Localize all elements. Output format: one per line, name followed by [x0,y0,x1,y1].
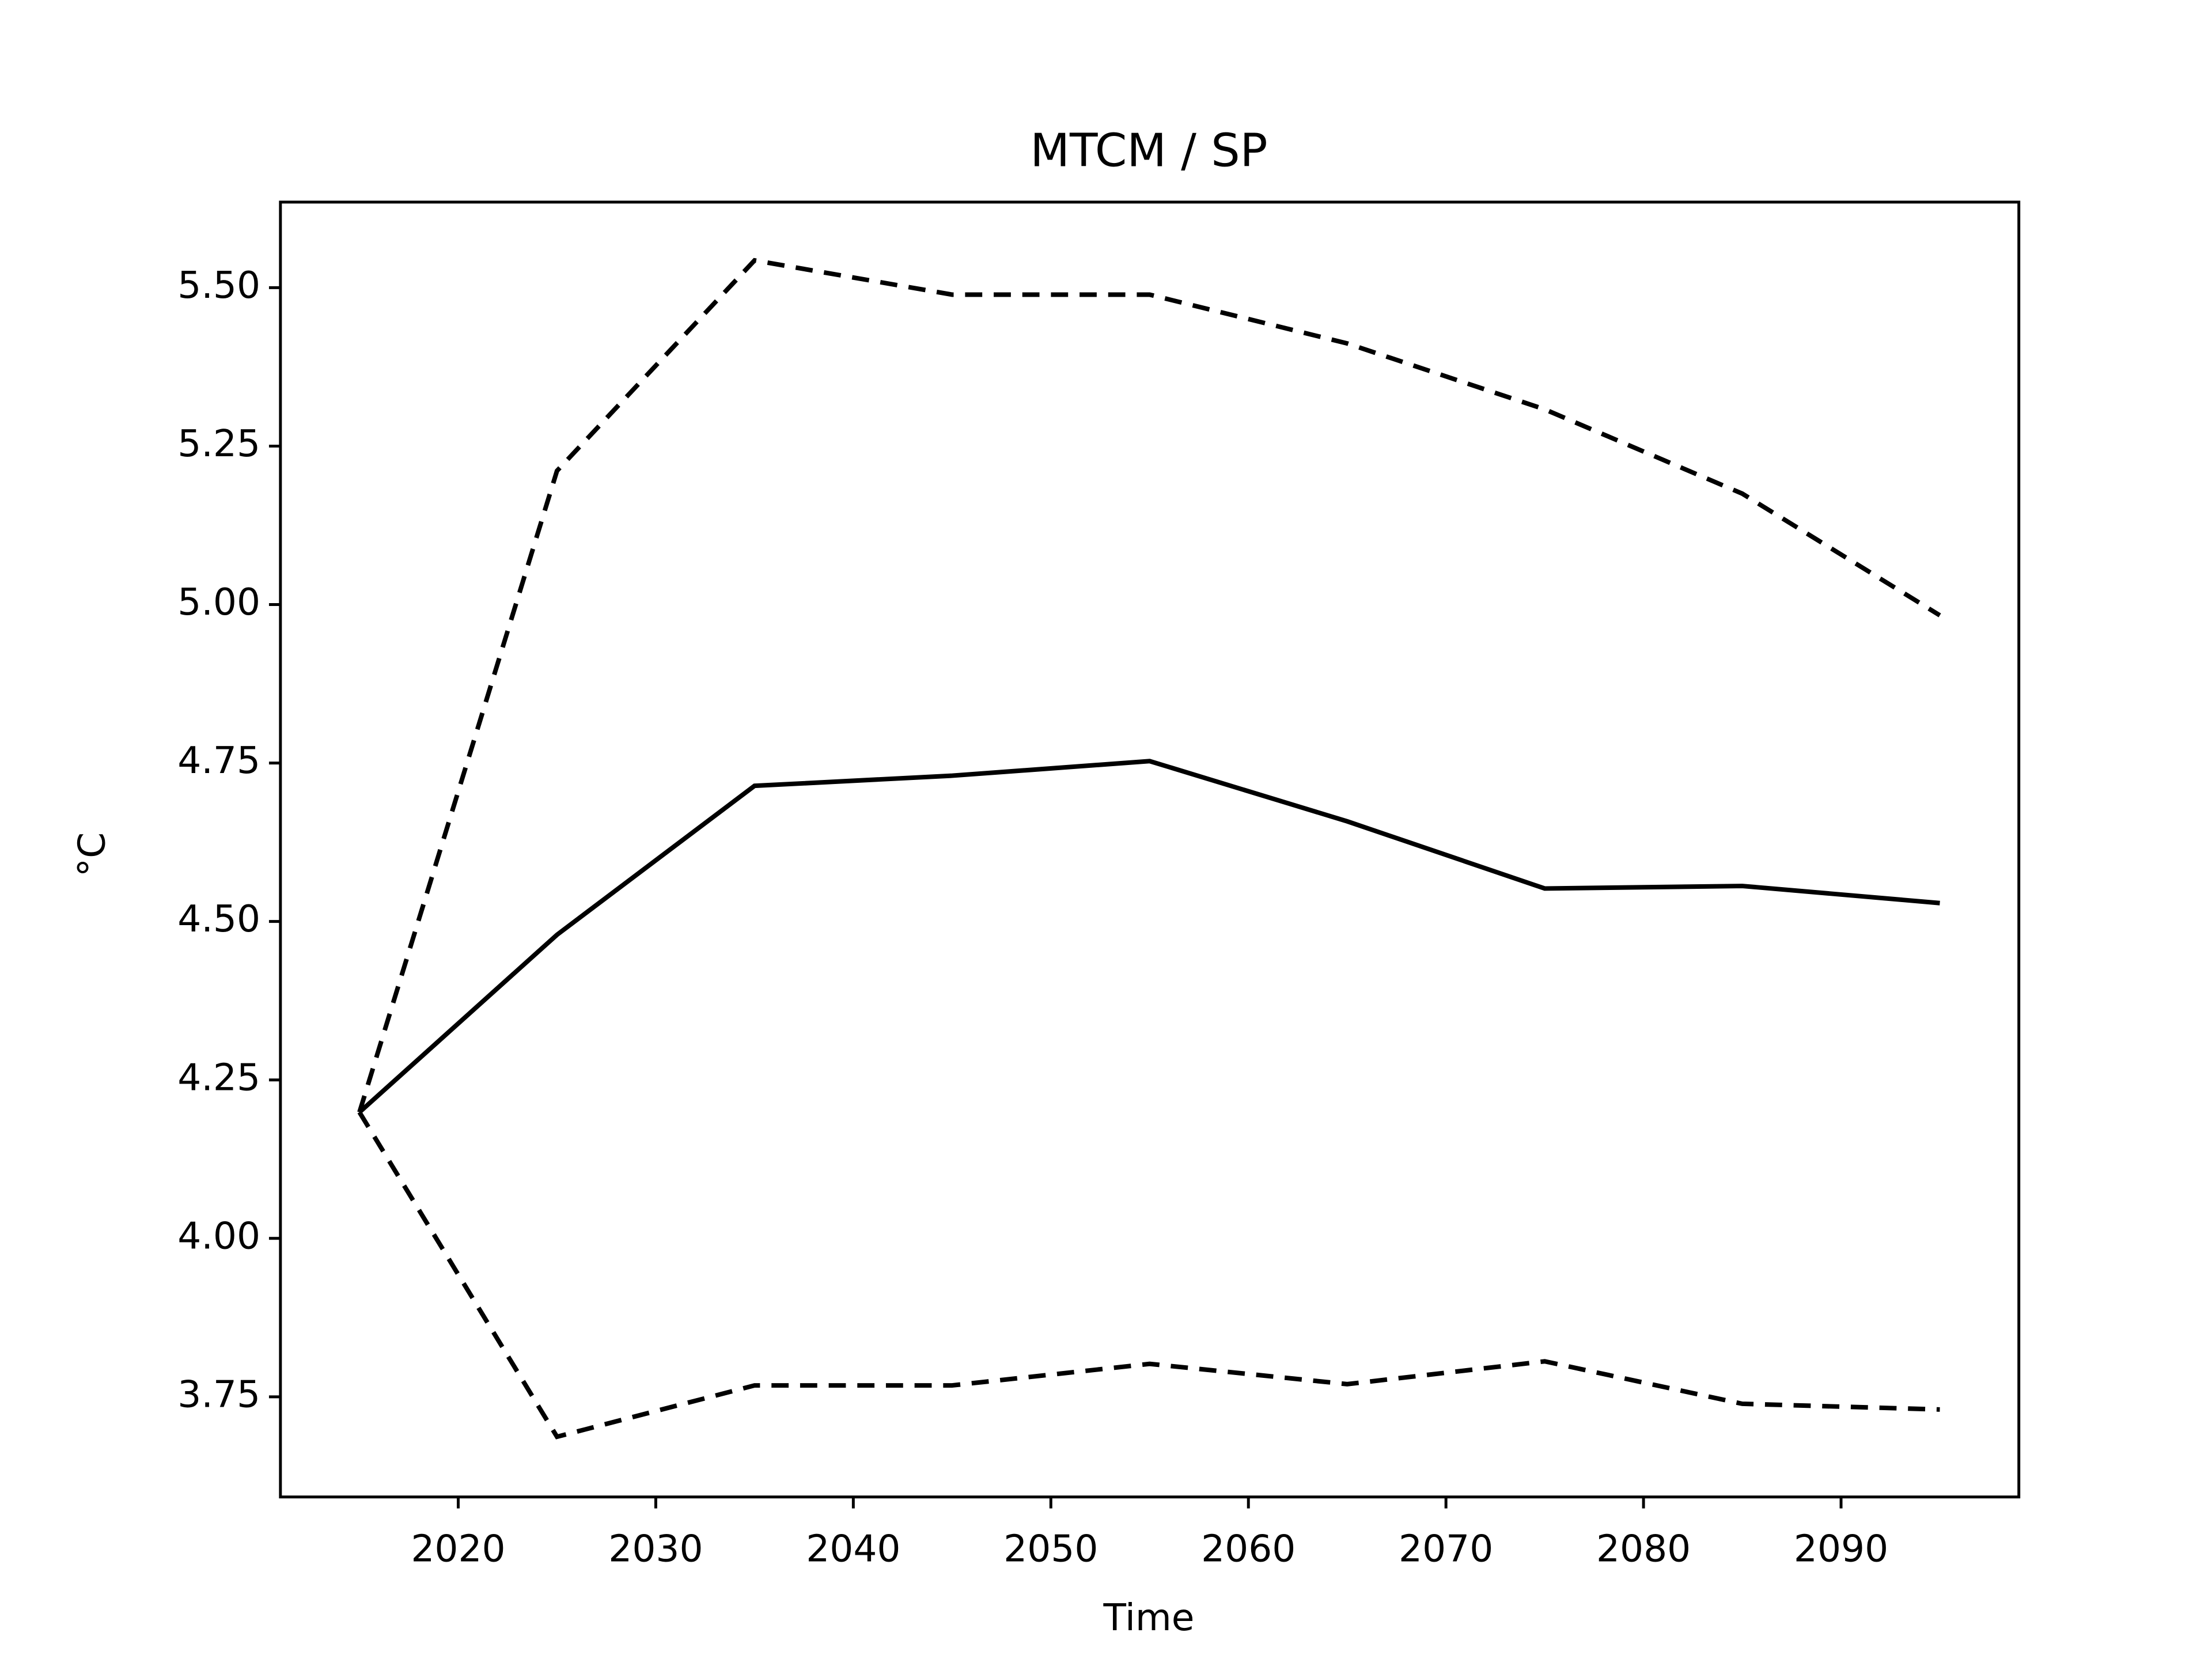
x-tick-label: 2070 [1399,1528,1493,1571]
y-tick-label: 5.50 [177,264,260,307]
x-axis-label: Time [1103,1596,1195,1639]
y-tick-label: 4.50 [177,897,260,941]
chart-title: MTCM / SP [1030,123,1267,177]
x-tick-label: 2080 [1596,1528,1691,1571]
series-line [357,1111,1940,1440]
y-tick-label: 5.00 [177,581,260,624]
plot-frame [279,200,2021,1499]
y-axis-label: °C [71,832,114,877]
x-tick-label: 2030 [608,1528,703,1571]
series-line [357,257,1941,1113]
y-tick-label: 4.75 [177,739,260,782]
y-tick-label: 3.75 [177,1373,260,1416]
y-tick-label: 5.25 [177,422,260,465]
y-tick-label: 4.00 [177,1214,260,1257]
y-tick-label: 4.25 [177,1056,260,1099]
x-tick-label: 2050 [1003,1528,1098,1571]
x-tick-label: 2060 [1201,1528,1296,1571]
x-tick-label: 2020 [411,1528,505,1571]
series-line [358,759,1940,1114]
x-tick-label: 2090 [1794,1528,1888,1571]
x-tick-label: 2040 [806,1528,900,1571]
